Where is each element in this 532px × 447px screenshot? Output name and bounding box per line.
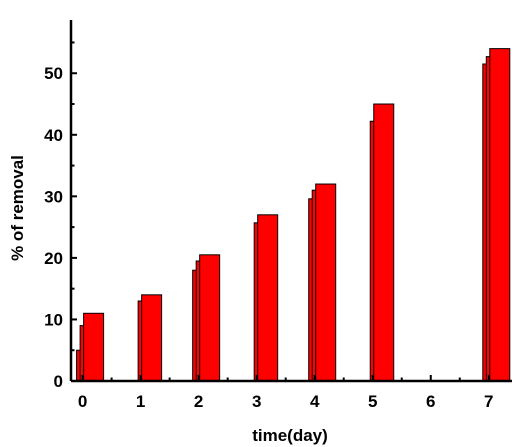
y-tick-label: 30 xyxy=(44,187,63,206)
y-tick-label: 20 xyxy=(44,249,63,268)
y-tick-label: 0 xyxy=(54,372,63,391)
bar-day-5-2 xyxy=(373,103,395,382)
y-tick-label: 50 xyxy=(44,64,63,83)
bar-day-4-3 xyxy=(315,183,337,382)
x-tick-label: 5 xyxy=(368,392,377,411)
x-tick-label: 6 xyxy=(426,392,435,411)
x-tick-label: 3 xyxy=(252,392,261,411)
x-tick-label: 7 xyxy=(484,392,493,411)
y-tick-label: 10 xyxy=(44,310,63,329)
bar-day-2-3 xyxy=(199,254,221,382)
x-tick-label: 2 xyxy=(194,392,203,411)
x-tick-label: 4 xyxy=(310,392,320,411)
y-tick-label: 40 xyxy=(44,126,63,145)
x-tick-label: 0 xyxy=(78,392,87,411)
bars-layer xyxy=(76,48,511,382)
bar-day-3-2 xyxy=(257,214,279,382)
x-tick-label: 1 xyxy=(136,392,145,411)
y-axis-label: % of removal xyxy=(8,155,27,261)
axes-layer xyxy=(69,20,512,383)
x-axis-label: time(day) xyxy=(252,426,328,445)
bar-day-0-3 xyxy=(83,312,105,382)
bar-day-1-2 xyxy=(141,294,163,382)
bar-day-7-3 xyxy=(489,48,511,382)
tick-labels-layer: 0 10 20 30 40 50 0 1 2 3 4 5 6 7 xyxy=(44,64,493,411)
